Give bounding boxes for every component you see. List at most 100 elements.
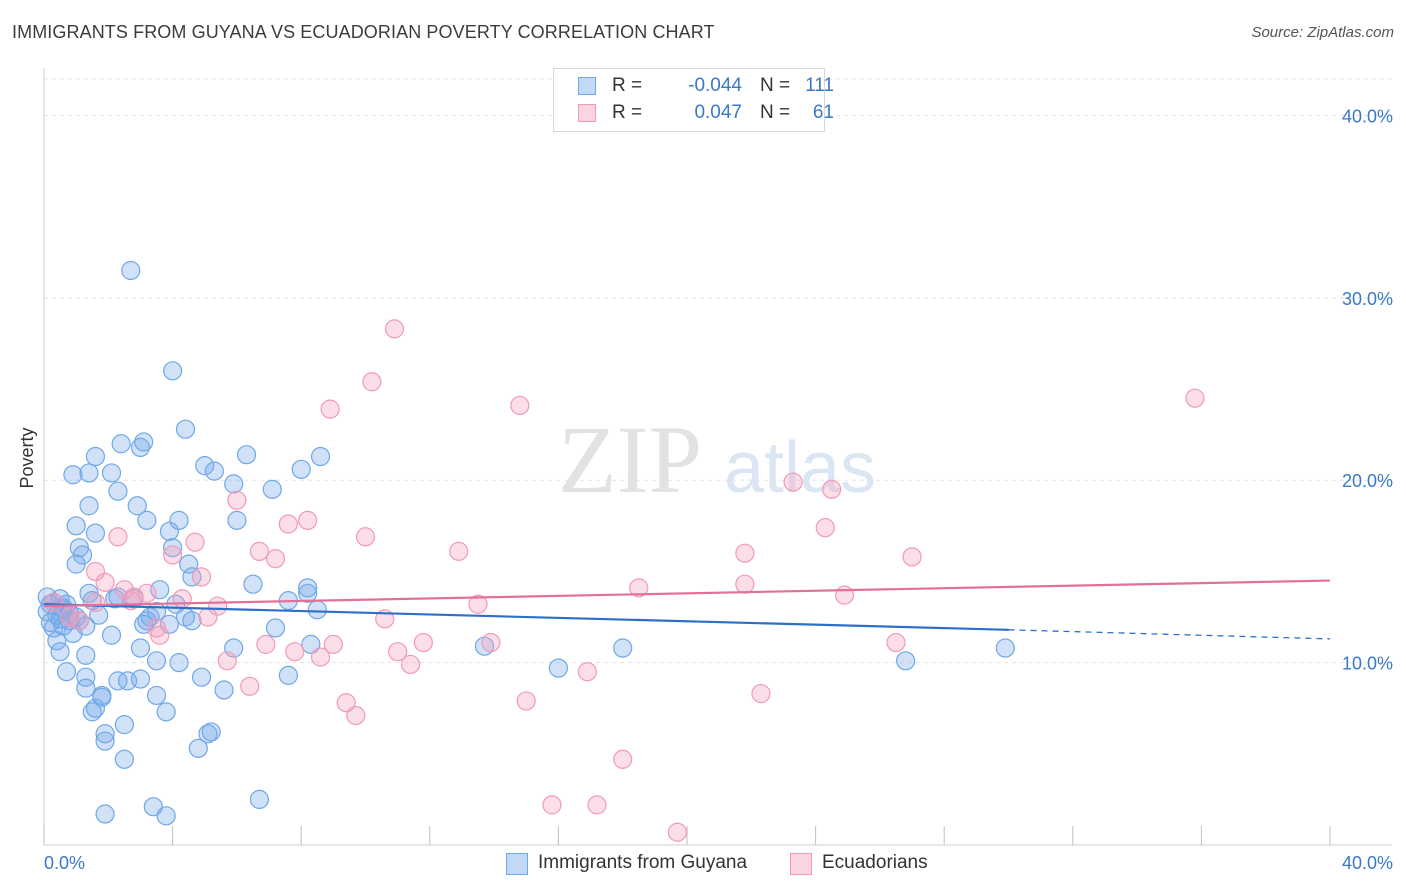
guyana-point <box>121 260 141 281</box>
guyana-point <box>262 479 282 499</box>
guyana-point <box>175 419 196 439</box>
ecuadorian-point <box>249 541 270 561</box>
legend-r-value: -0.044 <box>688 75 742 96</box>
guyana-point <box>137 510 157 530</box>
guyana-point <box>613 638 633 658</box>
guyana-point <box>310 446 331 467</box>
guyana-point <box>301 634 321 654</box>
guyana-point <box>108 671 128 691</box>
y-axis-label: Poverty <box>17 427 37 488</box>
guyana-point <box>169 510 189 530</box>
guyana-point <box>201 722 221 742</box>
guyana-point <box>224 474 244 494</box>
ecuadorian-point <box>481 632 501 653</box>
guyana-point <box>56 662 77 682</box>
guyana-point <box>236 445 257 465</box>
guyana-point <box>291 459 311 479</box>
series-swatch-blue <box>506 853 528 875</box>
guyana-point <box>66 516 86 536</box>
guyana-point <box>307 600 327 620</box>
ecuadorian-point <box>516 691 536 711</box>
ecuadorian-point <box>44 592 64 613</box>
ecuadorian-point <box>735 574 755 594</box>
legend-n-value: 61 <box>812 102 834 123</box>
ecuadorian-point <box>346 705 366 726</box>
ecuadorian-point <box>362 372 382 392</box>
ecuadorian-point <box>355 527 376 547</box>
y-tick-label: 40.0% <box>1342 106 1393 126</box>
ecuadorian-point <box>400 654 421 675</box>
ecuadorian-point <box>69 611 89 631</box>
ecuadorian-point <box>613 749 633 769</box>
watermark-atlas: atlas <box>724 428 876 508</box>
legend-n-value: 111 <box>805 75 834 96</box>
ecuadorian-point <box>577 662 597 682</box>
guyana-point <box>95 724 115 744</box>
guyana-point <box>114 749 134 769</box>
ecuadorian-point <box>108 527 128 547</box>
ecuadorian-point <box>285 642 305 662</box>
guyana-point <box>163 361 183 381</box>
ecuadorian-point <box>150 625 170 645</box>
series-legend-label: Ecuadorians <box>822 852 928 873</box>
ecuadorian-point <box>1185 388 1205 408</box>
guyana-point <box>95 804 115 824</box>
guyana-point <box>159 521 179 541</box>
correlation-legend: R = -0.044 N = 111 R = 0.047 N = 61 <box>553 68 834 132</box>
guyana-point <box>182 611 202 631</box>
guyana-point <box>76 678 96 698</box>
ecuadorian-point <box>323 634 343 654</box>
guyana-point <box>108 481 128 501</box>
series-swatch-pink <box>790 853 812 875</box>
ecuadorian-point <box>629 578 649 598</box>
guyana-point <box>204 461 224 481</box>
guyana-point <box>101 463 122 483</box>
guyana-point <box>163 538 183 558</box>
ecuadorian-point <box>278 514 298 534</box>
x-tick-label-max: 40.0% <box>1342 853 1393 873</box>
legend-n-label: N = <box>760 102 791 123</box>
ecuadorian-point <box>902 547 922 567</box>
y-tick-label: 20.0% <box>1342 471 1393 491</box>
guyana-point <box>76 645 96 665</box>
ecuadorian-point <box>310 647 331 667</box>
ecuadorian-point <box>163 545 183 565</box>
series-legend-label: Immigrants from Guyana <box>538 852 748 873</box>
y-tick-label: 10.0% <box>1342 654 1393 674</box>
guyana-trend-line <box>43 603 1009 631</box>
ecuadorian-point <box>172 589 192 609</box>
ecuadorian-point <box>815 518 835 538</box>
legend-swatch-pink <box>578 104 596 122</box>
legend-swatch-blue <box>578 77 596 95</box>
guyana-point <box>92 687 112 707</box>
guyana-point <box>72 545 93 565</box>
guyana-point <box>134 614 154 634</box>
guyana-point <box>40 612 61 633</box>
ecuadorian-point <box>388 642 408 662</box>
guyana-point <box>227 510 247 530</box>
guyana-point <box>146 651 167 671</box>
ecuadorian-point <box>751 684 771 704</box>
guyana-point <box>79 496 99 516</box>
ecuadorian-point <box>95 572 115 592</box>
guyana-point <box>265 618 286 638</box>
guyana-point <box>474 636 495 656</box>
labels-layer: 10.0% 20.0% 30.0% 40.0% 0.0% 40.0% Poverty <box>17 106 1393 873</box>
ecuadorian-point <box>227 490 247 510</box>
guyana-point <box>278 665 298 685</box>
guyana-point <box>188 738 208 758</box>
guyana-point <box>298 578 318 598</box>
ecuadorian-point <box>320 399 340 419</box>
guyana-point <box>179 554 199 574</box>
ecuadorian-point <box>85 592 106 613</box>
guyana-point <box>146 685 167 706</box>
guyana-point <box>85 446 106 467</box>
guyana-point <box>896 651 916 671</box>
legend-r-label: R = <box>612 75 643 96</box>
guyana-point <box>111 434 131 454</box>
ecuadorian-point <box>256 634 276 654</box>
points-layer <box>37 260 1205 842</box>
guyana-point <box>159 614 179 634</box>
guyana-point <box>298 583 318 603</box>
